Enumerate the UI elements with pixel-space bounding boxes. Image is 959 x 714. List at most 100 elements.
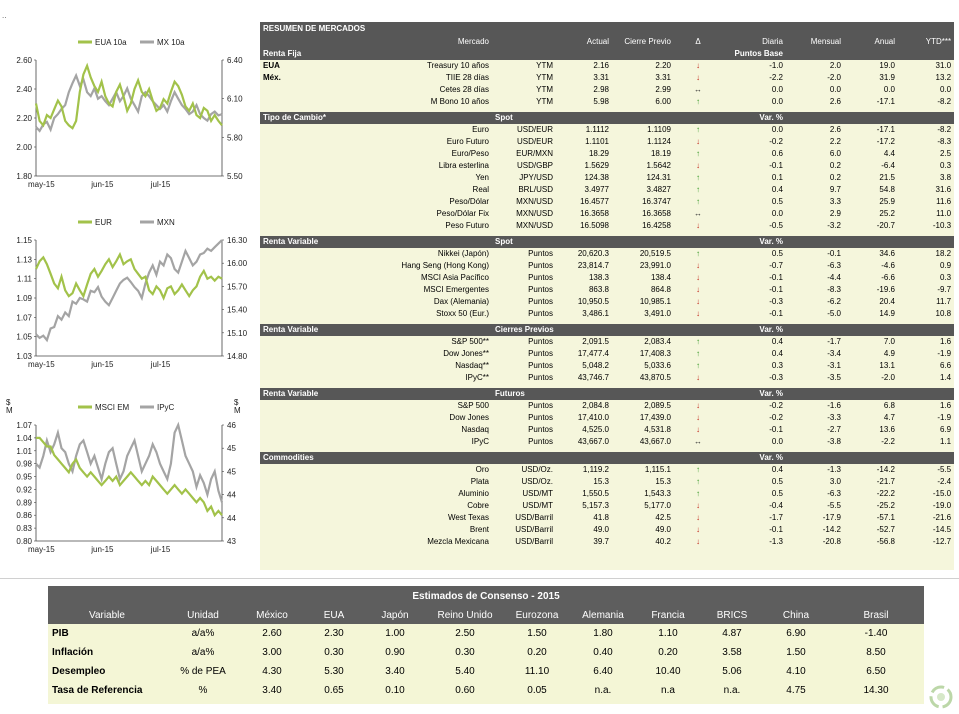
spacer [786,324,955,336]
table-row: Hang Seng (Hong Kong) Puntos 23,814.7 23,99… [260,260,954,272]
consensus-table: Estimados de Consenso - 2015 Variable Uni… [48,586,925,704]
table-row: Méx. TIIE 28 días YTM 3.31 3.31 ↓ -2.2 -2.0 31.9… [260,72,954,84]
cell: 1.80 [593,628,613,639]
cell: -6.3 [827,489,841,498]
cell: ↓ [696,401,700,410]
cell: 13.2 [935,73,952,82]
cell: Puntos [528,373,553,382]
cell: Euro Futuro [446,137,489,146]
cell: Brent [469,525,489,534]
cell: 863.8 [588,285,609,294]
cell: -17.1 [876,97,895,106]
column-header: Unidad [166,606,240,624]
cell: 16.4258 [642,221,671,230]
cell: -3.5 [827,373,841,382]
cell: Aluminio [458,489,489,498]
cell: 6.00 [655,97,671,106]
cell: -1.7 [769,513,783,522]
cell: 0.0 [939,85,952,94]
cell: IPyC** [465,373,489,382]
cell: ↑ [696,477,700,486]
cell: USD/Barril [515,537,553,546]
table-row: Real BRL/USD 3.4977 3.4827 ↑ 0.4 9.7 54.8 31.6 [260,184,954,196]
cell: -0.1 [827,249,841,258]
cell: 2.98 [593,85,609,94]
cell: -14.5 [932,525,952,534]
spacer [786,112,955,124]
cell: 19.0 [879,61,895,70]
cell: 0.5 [771,249,783,258]
cell [260,284,306,296]
cell [260,260,306,272]
cell: -14.2 [876,465,895,474]
cell: -4.6 [881,261,895,270]
cell: 4.7 [883,413,895,422]
cell: -25.2 [876,501,895,510]
y-right-tick-label: 15.10 [227,329,248,338]
cell: ↓ [696,501,700,510]
cell: ↑ [696,173,700,182]
cell: ↓ [696,137,700,146]
y-left-tick-label: 1.09 [16,294,32,303]
cell: -0.5 [769,221,783,230]
x-tick-label: jul-15 [150,545,171,554]
cell: MSCI Emergentes [423,285,489,294]
table-row: Euro Futuro USD/EUR 1.1101 1.1124 ↓ -0.2 2.2 -1… [260,136,954,148]
table-row: Dow Jones** Puntos 17,477.4 17,408.3 ↑ 0.4 -3.… [260,348,954,360]
cell: 6.90 [786,628,806,639]
cell: ↓ [696,513,700,522]
cell: 2.6 [829,125,841,134]
cell: IPyC [471,437,489,446]
cell: 0.6 [771,149,783,158]
column-header: Francia [636,606,700,624]
section-label: Renta Variable [260,388,492,400]
section-unit: Var. % [722,324,786,336]
y-right-tick-label: 45 [227,467,236,476]
legend-entry: MSCI EM [78,403,130,412]
x-tick-label: jul-15 [150,180,171,189]
cell: 43,746.7 [577,373,609,382]
column-header [260,35,306,48]
fx-chart: EUR MXN 1.15 1.13 1.11 1.09 1.07 1.05 1.03 16.30 1… [16,218,248,369]
cell: 42.5 [655,513,671,522]
y-right-tick-label: 15.40 [227,306,248,315]
section-label: Tipo de Cambio* [260,112,492,124]
cell: 6.6 [939,361,952,370]
cell: 2,091.5 [582,337,609,346]
cell: -3.2 [827,221,841,230]
cell: 3.40 [262,685,282,696]
cell [260,500,306,512]
cell: TIIE 28 días [445,73,489,82]
cell: -2.4 [937,477,952,486]
cell: -22.2 [876,489,895,498]
cell: 49.0 [593,525,609,534]
legend-label: EUA 10a [95,38,127,47]
y-left-tick-label: 0.89 [16,498,32,507]
y-right-tick-label: 44 [227,514,236,523]
cell: 0.3 [939,161,952,170]
y-left-tick-label: 0.86 [16,511,32,520]
cell: Peso Futuro [445,221,489,230]
cell: 23,814.7 [577,261,609,270]
cell: 3.0 [829,477,841,486]
table-row: PIB a/a% 2.60 2.30 1.00 2.50 1.50 1.80 1.10 4.87 6… [48,624,924,643]
cell: 2,089.5 [644,401,671,410]
cell: -0.1 [769,425,783,434]
cell: -21.6 [932,513,952,522]
cell: 1,543.3 [644,489,671,498]
cell: MXN/USD [516,197,553,206]
cell: 1,115.1 [644,465,671,474]
cell: ↓ [696,297,700,306]
cell: 3.31 [593,73,609,82]
cell: -6.4 [881,161,895,170]
section-sub: Futuros [492,388,674,400]
cell [260,512,306,524]
cell: -6.3 [827,261,841,270]
cell: USD/Barril [515,525,553,534]
cell: Stoxx 50 (Eur.) [436,309,489,318]
section-label: Renta Variable [260,324,492,336]
cell: 43,870.5 [639,373,671,382]
cell: 8.50 [866,647,886,658]
cell: Libra esterlina [438,161,489,170]
cell: 3.4827 [646,185,671,194]
